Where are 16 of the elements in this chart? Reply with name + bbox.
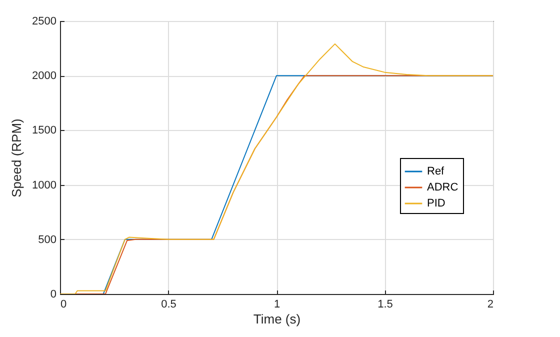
x-axis-title: Time (s) xyxy=(253,312,301,326)
y-tick-label: 2000 xyxy=(32,70,56,82)
legend-label: Ref xyxy=(427,166,446,178)
y-tick-label: 1000 xyxy=(32,179,56,192)
y-tick-label: 0 xyxy=(50,288,56,300)
x-tick-label: 1 xyxy=(274,298,280,310)
y-tick-label: 2500 xyxy=(32,16,56,28)
x-tick-label: 2 xyxy=(487,298,494,310)
y-axis-title: Speed (RPM) xyxy=(9,118,24,198)
legend-label: PID xyxy=(427,198,446,210)
x-tick-label: 1.5 xyxy=(378,298,393,310)
y-tick-label: 500 xyxy=(38,234,56,246)
y-tick-label: 1500 xyxy=(32,124,56,137)
x-tick-label: 0.5 xyxy=(161,298,176,310)
x-tick-label: 0 xyxy=(60,298,67,310)
legend-label: ADRC xyxy=(427,182,458,194)
